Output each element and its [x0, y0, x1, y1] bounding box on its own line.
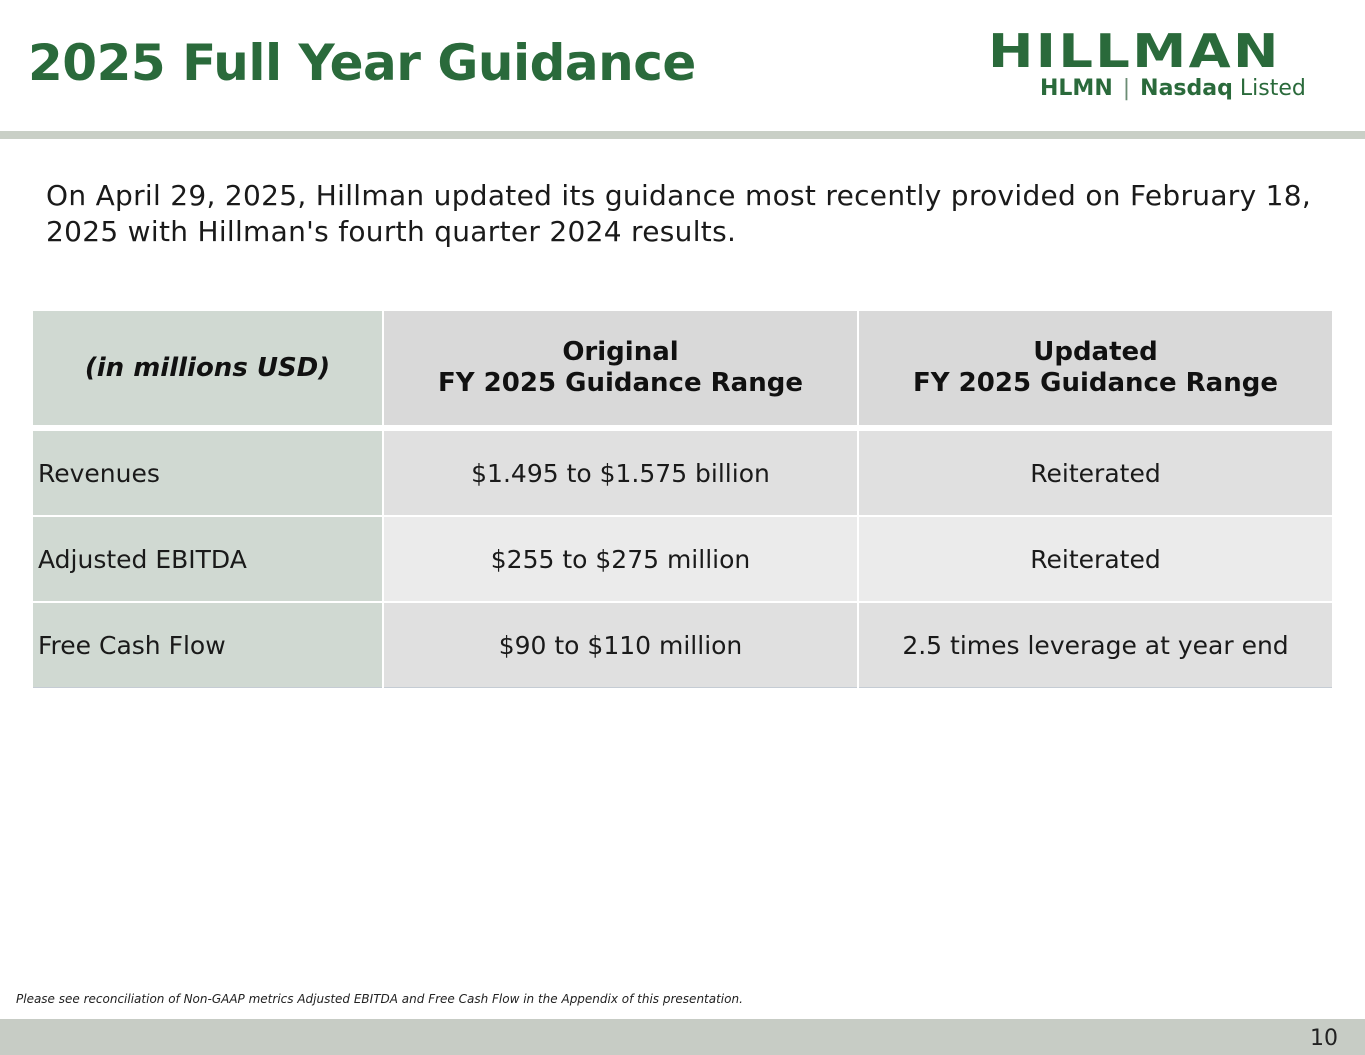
header-updated: Updated FY 2025 Guidance Range — [858, 311, 1332, 431]
row-original: $1.495 to $1.575 billion — [383, 428, 859, 517]
footnote: Please see reconciliation of Non-GAAP me… — [16, 992, 743, 1006]
row-updated: Reiterated — [858, 428, 1332, 517]
page-title: 2025 Full Year Guidance — [28, 34, 696, 92]
header-original-line2: FY 2025 Guidance Range — [438, 368, 803, 398]
logo-ticker: HLMN — [1040, 76, 1113, 101]
page-number: 10 — [1310, 1026, 1338, 1051]
logo-exchange: Nasdaq — [1140, 76, 1233, 101]
row-metric: Free Cash Flow — [33, 602, 384, 688]
logo-separator: | — [1122, 76, 1131, 101]
table-row: Adjusted EBITDA $255 to $275 million Rei… — [33, 516, 1332, 603]
header-original: Original FY 2025 Guidance Range — [383, 311, 859, 431]
row-original: $255 to $275 million — [383, 516, 859, 603]
guidance-table: (in millions USD) Original FY 2025 Guida… — [33, 311, 1332, 688]
row-updated: 2.5 times leverage at year end — [858, 602, 1332, 688]
logo-wordmark: HILLMAN — [988, 24, 1281, 78]
header-updated-line2: FY 2025 Guidance Range — [913, 368, 1278, 398]
row-updated: Reiterated — [858, 516, 1332, 603]
row-metric: Revenues — [33, 428, 384, 517]
logo-tagline: HLMN | Nasdaq Listed — [1040, 76, 1306, 101]
intro-paragraph: On April 29, 2025, Hillman updated its g… — [46, 179, 1312, 248]
header-updated-line1: Updated — [1033, 337, 1158, 367]
header-original-line1: Original — [562, 337, 679, 367]
footer-bar — [0, 1019, 1365, 1055]
header-divider — [0, 131, 1365, 139]
table-header-row: (in millions USD) Original FY 2025 Guida… — [33, 311, 1332, 431]
table-row: Free Cash Flow $90 to $110 million 2.5 t… — [33, 602, 1332, 688]
hillman-logo: HILLMAN HLMN | Nasdaq Listed — [988, 24, 1348, 104]
logo-listed: Listed — [1239, 76, 1306, 101]
row-metric: Adjusted EBITDA — [33, 516, 384, 603]
row-original: $90 to $110 million — [383, 602, 859, 688]
header-units: (in millions USD) — [33, 311, 384, 431]
table-row: Revenues $1.495 to $1.575 billion Reiter… — [33, 428, 1332, 517]
